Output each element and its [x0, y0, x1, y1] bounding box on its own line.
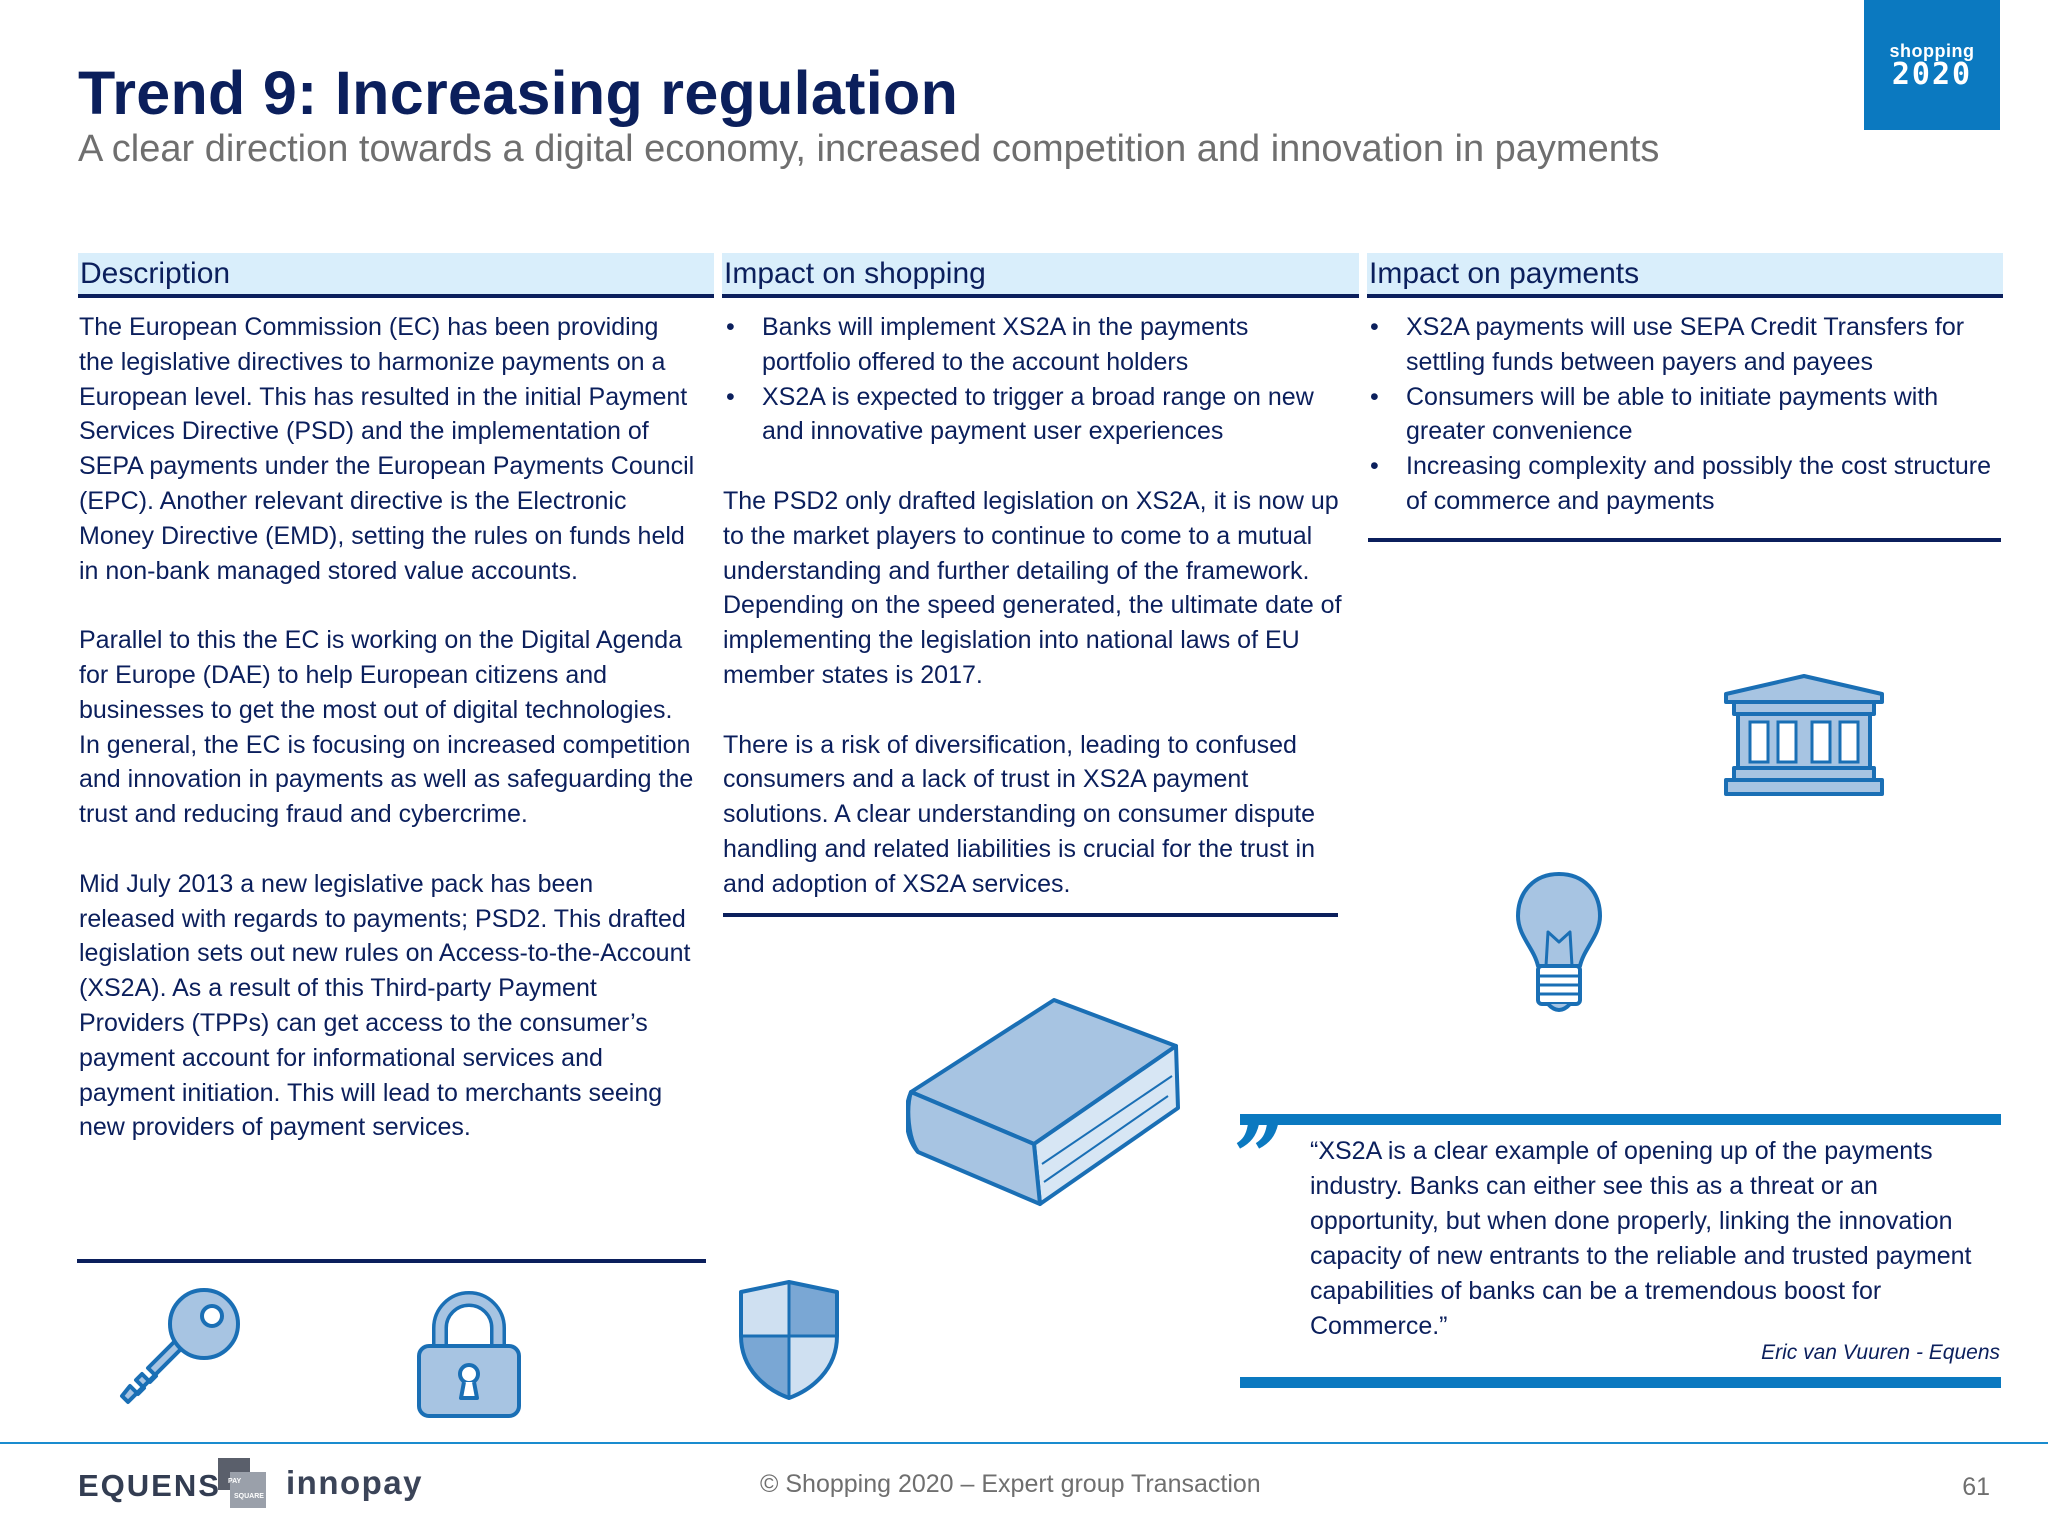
- page-title: Trend 9: Increasing regulation: [78, 59, 959, 127]
- footer-copyright: © Shopping 2020 – Expert group Transacti…: [760, 1470, 1261, 1498]
- quote-bottom-bar: [1240, 1377, 2001, 1388]
- paysquare-top-text: PAY: [228, 1478, 242, 1485]
- description-paragraph: Parallel to this the EC is working on th…: [79, 626, 694, 829]
- innopay-logo: innopay: [286, 1464, 424, 1501]
- description-paragraph: Mid July 2013 a new legislative pack has…: [79, 869, 691, 1142]
- payments-bullet-list: XS2A payments will use SEPA Credit Trans…: [1367, 310, 2001, 519]
- footer-divider: [0, 1442, 2048, 1444]
- shopping-bullet-list: Banks will implement XS2A in the payment…: [723, 310, 1343, 449]
- page-subtitle: A clear direction towards a digital econ…: [78, 128, 1660, 170]
- quote-author: Eric van Vuuren - Equens: [1761, 1341, 2000, 1364]
- description-column: The European Commission (EC) has been pr…: [79, 310, 695, 1180]
- payments-bottom-rule: [1368, 538, 2001, 542]
- list-item: XS2A payments will use SEPA Credit Trans…: [1367, 310, 2001, 380]
- shopping-paragraph: The PSD2 only drafted legislation on XS2…: [723, 486, 1342, 689]
- bank-building-icon: [1722, 672, 1886, 800]
- padlock-icon: [414, 1290, 524, 1420]
- shopping-column: Banks will implement XS2A in the payment…: [723, 310, 1343, 936]
- paysquare-logo: PAY SQUARE: [218, 1458, 270, 1510]
- shield-icon: [737, 1278, 841, 1402]
- quote-text: “XS2A is a clear example of opening up o…: [1310, 1137, 1972, 1340]
- list-item: Consumers will be able to initiate payme…: [1367, 380, 2001, 450]
- description-bottom-rule: [77, 1259, 706, 1263]
- list-item: Increasing complexity and possibly the c…: [1367, 449, 2001, 519]
- quote-mark-icon: ”: [1234, 1107, 1283, 1206]
- shopping-bottom-rule: [723, 913, 1338, 917]
- payments-column: XS2A payments will use SEPA Credit Trans…: [1367, 310, 2001, 554]
- list-item: Banks will implement XS2A in the payment…: [723, 310, 1343, 380]
- shopping-paragraph: There is a risk of diversification, lead…: [723, 730, 1316, 898]
- shopping-2020-logo: shopping 2020: [1864, 0, 2000, 130]
- quote-top-bar: [1240, 1114, 2001, 1125]
- logo-line-2: 2020: [1891, 57, 1973, 92]
- description-paragraph: The European Commission (EC) has been pr…: [79, 313, 695, 585]
- page-number: 61: [1962, 1473, 1990, 1501]
- list-item: XS2A is expected to trigger a broad rang…: [723, 380, 1343, 450]
- book-icon: [906, 996, 1182, 1208]
- impact-on-payments-heading: Impact on payments: [1367, 253, 2003, 298]
- impact-on-shopping-heading: Impact on shopping: [722, 253, 1359, 298]
- lightbulb-icon: [1514, 870, 1604, 1018]
- description-heading: Description: [78, 253, 714, 298]
- key-icon: [116, 1282, 246, 1412]
- equens-logo: EQUENS: [78, 1468, 221, 1503]
- paysquare-bottom-text: SQUARE: [234, 1493, 264, 1500]
- logo-line-1: shopping: [1889, 41, 1975, 61]
